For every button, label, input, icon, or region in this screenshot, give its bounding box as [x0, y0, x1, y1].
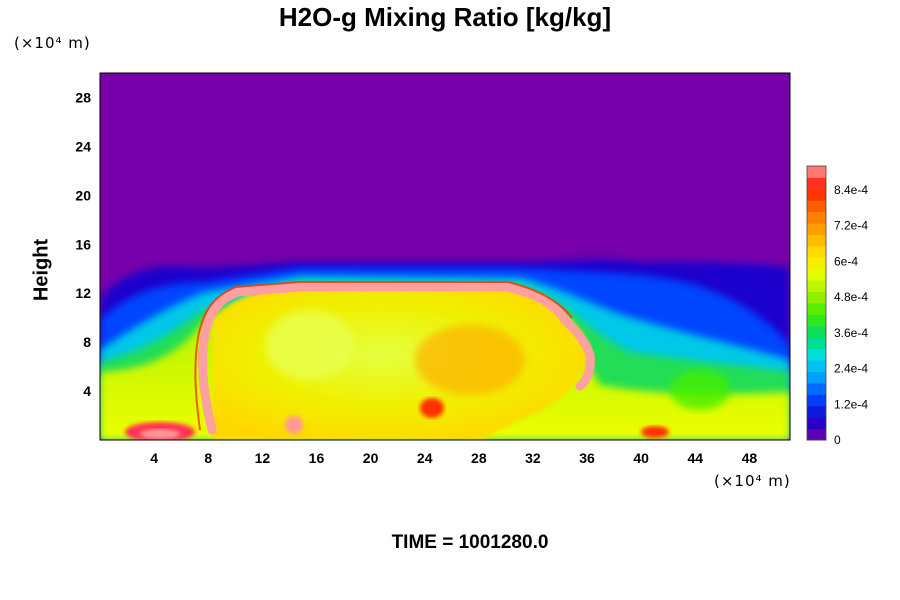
- y-tick-label: 28: [75, 89, 91, 105]
- colorbar-swatch: [807, 234, 826, 247]
- plot-area: [100, 73, 790, 440]
- field-plume-rim: [194, 281, 573, 431]
- time-label: TIME = 1001280.0: [391, 532, 549, 553]
- colorbar-swatch: [807, 428, 826, 441]
- field-surface-blob2: [420, 398, 444, 418]
- colorbar-swatch: [807, 371, 826, 384]
- colorbar-swatch: [807, 177, 826, 190]
- x-tick-label: 12: [255, 450, 271, 466]
- y-tick-label: 4: [83, 383, 91, 399]
- x-tick-label: 4: [150, 450, 158, 466]
- colorbar-swatch: [807, 291, 826, 304]
- y-tick-label: 20: [75, 187, 91, 203]
- colorbar-label: 8.4e-4: [834, 183, 868, 197]
- x-tick-label: 24: [417, 450, 433, 466]
- colorbar-swatch: [807, 405, 826, 418]
- colorbar: 0 1.2e-4 2.4e-4 3.6e-4 4.8e-4 6e-4 7.2e-4 8.4e-…: [806, 165, 868, 447]
- x-tick-label: 40: [633, 450, 649, 466]
- x-tick-label: 48: [742, 450, 758, 466]
- y-axis-ticks: 4 8 12 16 20 24 28: [75, 89, 91, 399]
- colorbar-swatch: [807, 394, 826, 407]
- colorbar-swatch: [807, 166, 826, 178]
- colorbar-swatch: [807, 382, 826, 395]
- colorbar-swatch: [807, 417, 826, 430]
- colorbar-label: 4.8e-4: [834, 290, 868, 304]
- colorbar-swatch: [807, 280, 826, 293]
- field-surface-pink: [140, 429, 180, 439]
- x-tick-label: 20: [363, 450, 379, 466]
- colorbar-label: 1.2e-4: [834, 397, 868, 411]
- y-tick-label: 24: [75, 138, 91, 154]
- x-tick-label: 16: [309, 450, 325, 466]
- chart-title: H2O-g Mixing Ratio [kg/kg]: [278, 2, 612, 32]
- y-tick-label: 16: [75, 236, 91, 252]
- field-core-bright: [265, 310, 355, 380]
- colorbar-swatch: [807, 268, 826, 281]
- colorbar-swatch: [807, 245, 826, 258]
- colorbar-swatch: [807, 337, 826, 350]
- x-tick-label: 44: [688, 450, 704, 466]
- colorbar-swatch: [807, 348, 826, 361]
- field-surface-blob3: [641, 426, 669, 438]
- colorbar-label: 0: [834, 433, 841, 447]
- colorbar-swatch: [807, 200, 826, 213]
- colorbar-swatch: [807, 314, 826, 327]
- plot-frame: [99, 72, 791, 441]
- y-tick-label: 8: [83, 334, 91, 350]
- colorbar-swatch: [807, 223, 826, 235]
- field-core-orange-streak: [415, 325, 525, 395]
- x-tick-label: 28: [471, 450, 487, 466]
- y-axis-unit: (×10⁴ m): [14, 34, 91, 52]
- colorbar-swatch: [807, 303, 826, 315]
- colorbar-swatch: [807, 325, 826, 338]
- colorbar-label: 7.2e-4: [834, 219, 868, 233]
- x-tick-label: 8: [204, 450, 212, 466]
- colorbar-frame: [806, 165, 827, 441]
- x-axis-ticks: 4 8 12 16 20 24 28 32 36 40 44 48: [150, 450, 757, 466]
- y-tick-label: 12: [75, 285, 91, 301]
- field-plume: [198, 282, 595, 435]
- colorbar-swatch: [807, 211, 826, 224]
- colorbar-swatch: [807, 360, 826, 372]
- colorbar-swatch: [807, 188, 826, 201]
- x-tick-label: 32: [525, 450, 541, 466]
- colorbar-label: 2.4e-4: [834, 362, 868, 376]
- field-surface-blob: [285, 416, 303, 434]
- colorbar-swatch: [807, 257, 826, 270]
- x-tick-label: 36: [579, 450, 595, 466]
- colorbar-label: 3.6e-4: [834, 326, 868, 340]
- x-axis-unit: (×10⁴ m): [714, 472, 791, 490]
- field-right-eddy: [670, 370, 730, 410]
- colorbar-label: 6e-4: [834, 254, 858, 268]
